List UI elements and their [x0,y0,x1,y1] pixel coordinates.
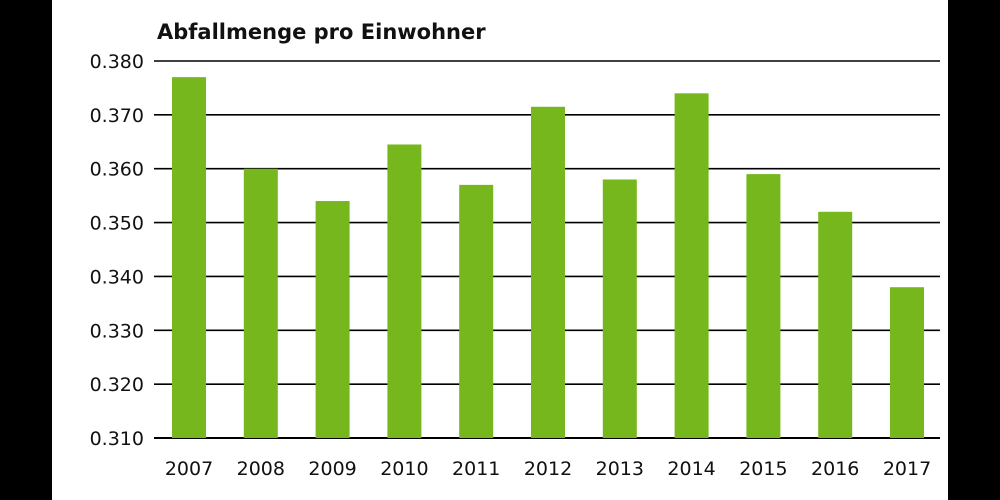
y-tick-label: 0.380 [90,51,144,73]
bar-2007 [172,77,206,439]
y-tick-label: 0.340 [90,266,144,288]
x-tick-label: 2010 [380,458,428,480]
bar-2010 [387,144,422,438]
y-tick-label: 0.370 [90,105,144,127]
x-tick-label: 2016 [811,458,859,480]
bar-2011 [459,184,494,438]
bar-2013 [602,179,637,438]
bar-2017 [890,287,924,438]
x-tick-label: 2008 [237,458,285,480]
bar-2016 [818,211,853,438]
bar-2008 [243,168,278,438]
y-tick-label: 0.350 [90,213,144,235]
y-tick-label: 0.320 [90,374,144,396]
y-axis-tick-labels: 0.310 0.320 0.330 0.340 0.350 0.360 0.370 0.380 [90,51,144,450]
bar-2009 [315,201,350,438]
x-axis-tick-labels: 2007 2008 2009 2010 2011 2012 2013 2014 2015 2016… [165,458,931,480]
x-tick-label: 2017 [883,458,931,480]
x-tick-label: 2012 [524,458,572,480]
chart-panel: Abfallmenge pro Einwohner 0.310 0.320 0.33… [52,0,948,500]
x-tick-label: 2013 [596,458,644,480]
bars [172,77,924,439]
x-tick-label: 2007 [165,458,213,480]
x-tick-label: 2011 [452,458,500,480]
x-tick-label: 2014 [667,458,715,480]
x-tick-label: 2015 [739,458,787,480]
y-tick-label: 0.330 [90,320,144,342]
y-tick-label: 0.360 [90,159,144,181]
x-tick-label: 2009 [308,458,356,480]
chart-title: Abfallmenge pro Einwohner [157,20,486,44]
bar-2015 [746,174,781,438]
bar-2014 [674,93,709,439]
bar-chart: Abfallmenge pro Einwohner 0.310 0.320 0.33… [90,20,940,480]
y-tick-label: 0.310 [90,428,144,450]
bar-2012 [531,106,565,439]
